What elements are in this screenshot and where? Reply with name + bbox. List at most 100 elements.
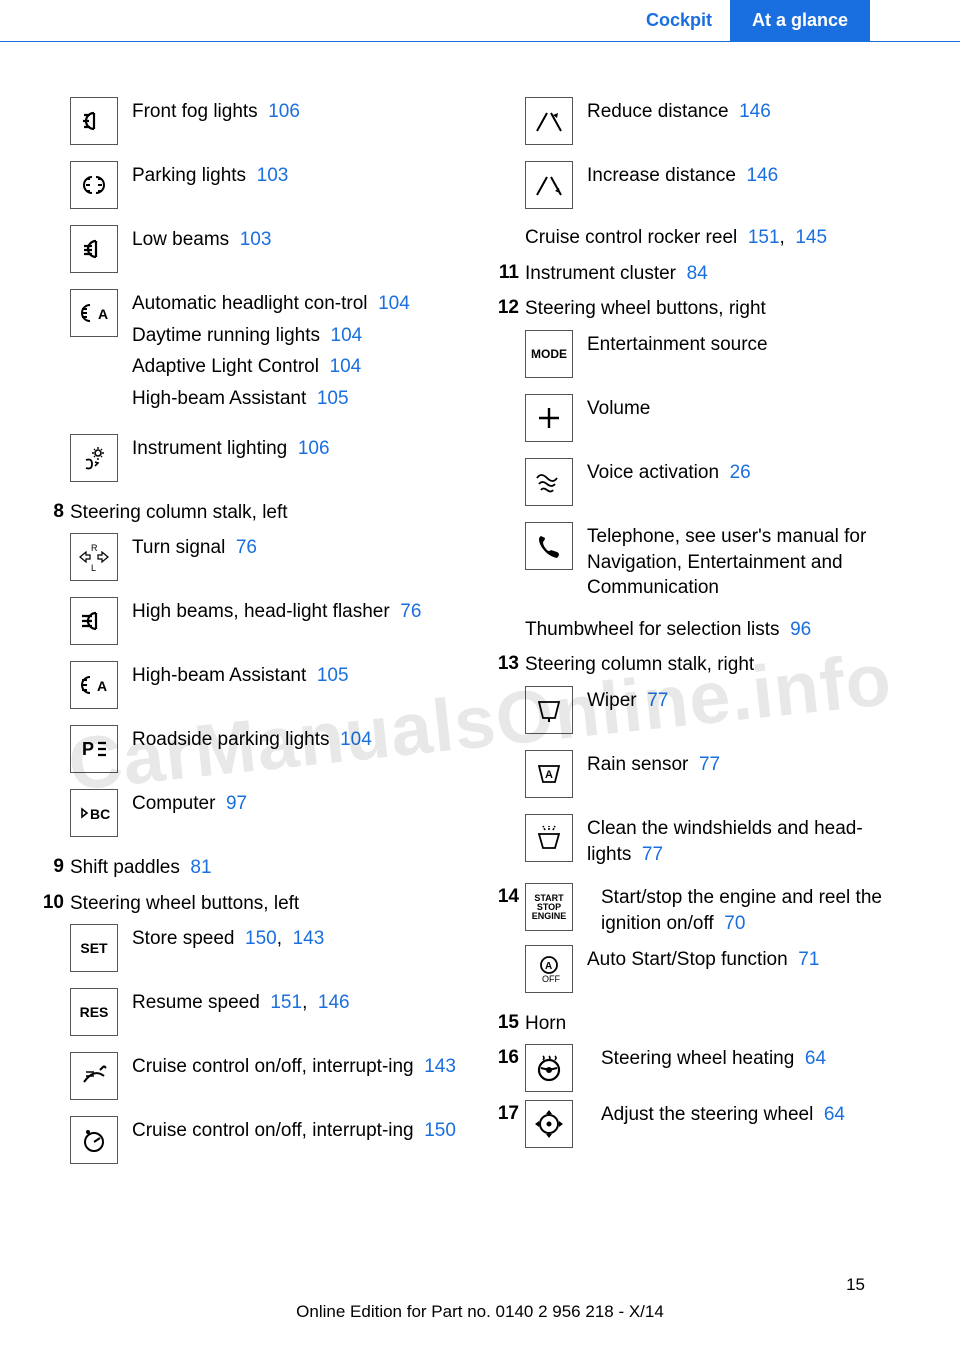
increase-distance-icon — [525, 161, 573, 209]
label: High beams, head‐light flasher — [132, 601, 390, 622]
svg-text:A: A — [97, 678, 107, 694]
instrument-lighting-icon — [70, 434, 118, 482]
label: Parking lights — [132, 165, 246, 186]
label: Cruise control rocker reel — [525, 227, 737, 248]
high-beam-icon — [70, 597, 118, 645]
page-ref[interactable]: 146 — [746, 165, 778, 186]
item-number: 12 — [495, 294, 525, 321]
page-ref[interactable]: 146 — [318, 992, 350, 1013]
cruise-control-alt-icon — [70, 1116, 118, 1164]
page-ref[interactable]: 76 — [400, 601, 421, 622]
svg-text:R: R — [91, 543, 98, 553]
page-ref[interactable]: 26 — [730, 462, 751, 483]
page-ref[interactable]: 70 — [724, 913, 745, 934]
svg-text:P: P — [82, 739, 94, 759]
page-ref[interactable]: 103 — [257, 165, 289, 186]
start-stop-engine-icon: STARTSTOPENGINE — [525, 883, 573, 931]
left-column: Front fog lights 106 Parking lights 103 … — [40, 97, 465, 1180]
page-ref[interactable]: 77 — [642, 844, 663, 865]
page-ref[interactable]: 104 — [378, 293, 410, 314]
page-ref[interactable]: 84 — [687, 263, 708, 284]
label: High-beam Assistant — [132, 388, 306, 409]
page-ref[interactable]: 150 — [424, 1120, 456, 1141]
page-ref[interactable]: 76 — [236, 537, 257, 558]
svg-text:A: A — [98, 306, 108, 322]
page-ref[interactable]: 105 — [317, 665, 349, 686]
label: Steering wheel buttons, right — [525, 298, 766, 319]
telephone-icon — [525, 522, 573, 570]
label: Cruise control on/off, interrupt‐ing — [132, 1120, 414, 1141]
svg-text:OFF: OFF — [542, 974, 560, 984]
low-beams-icon — [70, 225, 118, 273]
page-ref[interactable]: 105 — [317, 388, 349, 409]
label: Voice activation — [587, 462, 719, 483]
page-ref[interactable]: 145 — [795, 227, 827, 248]
auto-start-stop-icon: A OFF — [525, 945, 573, 993]
label: Adjust the steering wheel — [601, 1104, 813, 1125]
page-ref[interactable]: 97 — [226, 793, 247, 814]
label: Horn — [525, 1013, 566, 1034]
item-number: 8 — [40, 498, 70, 525]
label: Thumbwheel for selection lists — [525, 619, 780, 640]
label: Steering wheel buttons, left — [70, 893, 299, 914]
wiper-icon — [525, 686, 573, 734]
mode-icon: MODE — [525, 330, 573, 378]
svg-text:A: A — [545, 769, 553, 781]
page-ref[interactable]: 64 — [805, 1048, 826, 1069]
label: Wiper — [587, 690, 637, 711]
page-number: 15 — [846, 1274, 865, 1297]
res-icon: RES — [70, 988, 118, 1036]
item-number: 9 — [40, 853, 70, 880]
content: Front fog lights 106 Parking lights 103 … — [0, 42, 960, 1180]
page-ref[interactable]: 77 — [647, 690, 668, 711]
page-ref[interactable]: 106 — [298, 438, 330, 459]
label: Entertainment source — [587, 334, 768, 355]
rain-sensor-icon: A — [525, 750, 573, 798]
label: Instrument lighting — [132, 438, 287, 459]
page-ref[interactable]: 104 — [340, 729, 372, 750]
page-ref[interactable]: 143 — [424, 1056, 456, 1077]
page-ref[interactable]: 104 — [330, 356, 362, 377]
page-ref[interactable]: 103 — [240, 229, 272, 250]
label: Steering wheel heating — [601, 1048, 794, 1069]
voice-activation-icon — [525, 458, 573, 506]
computer-icon: BC — [70, 789, 118, 837]
steering-heating-icon — [525, 1044, 573, 1092]
label: Low beams — [132, 229, 229, 250]
page-ref[interactable]: 150 — [245, 928, 277, 949]
label: Volume — [587, 398, 650, 419]
label: Instrument cluster — [525, 263, 676, 284]
page-ref[interactable]: 104 — [331, 325, 363, 346]
page-header: Cockpit At a glance — [0, 0, 960, 42]
high-beam-assistant-icon: A — [70, 661, 118, 709]
header-tab: At a glance — [730, 0, 870, 41]
right-column: Reduce distance 146 Increase distance 14… — [495, 97, 920, 1180]
footer: Online Edition for Part no. 0140 2 956 2… — [0, 1301, 960, 1324]
cruise-control-icon — [70, 1052, 118, 1100]
label: Adaptive Light Control — [132, 356, 319, 377]
page-ref[interactable]: 64 — [824, 1104, 845, 1125]
page-ref[interactable]: 151 — [748, 227, 780, 248]
label: Rain sensor — [587, 754, 688, 775]
page-ref[interactable]: 106 — [268, 101, 300, 122]
turn-signal-icon: RL — [70, 533, 118, 581]
page-ref[interactable]: 96 — [790, 619, 811, 640]
label: Roadside parking lights — [132, 729, 330, 750]
label: Front fog lights — [132, 101, 258, 122]
page-ref[interactable]: 77 — [699, 754, 720, 775]
auto-headlight-icon: A — [70, 289, 118, 337]
front-fog-lights-icon — [70, 97, 118, 145]
svg-text:A: A — [545, 961, 552, 972]
label: Automatic headlight con‐trol — [132, 293, 368, 314]
label: High-beam Assistant — [132, 665, 306, 686]
label: Auto Start/Stop function — [587, 949, 788, 970]
svg-text:BC: BC — [90, 806, 110, 822]
page-ref[interactable]: 143 — [293, 928, 325, 949]
page-ref[interactable]: 81 — [190, 857, 211, 878]
page-ref[interactable]: 146 — [739, 101, 771, 122]
label: Turn signal — [132, 537, 225, 558]
label: Cruise control on/off, interrupt‐ing — [132, 1056, 414, 1077]
windshield-wash-icon — [525, 814, 573, 862]
page-ref[interactable]: 151 — [270, 992, 302, 1013]
page-ref[interactable]: 71 — [798, 949, 819, 970]
